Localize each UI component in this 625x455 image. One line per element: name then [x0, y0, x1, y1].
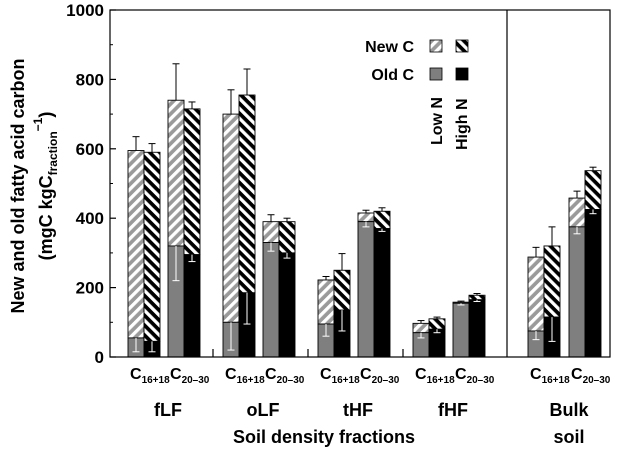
- y-tick-labels: 0 200 400 600 800 1000: [66, 1, 104, 367]
- bar-new-c-bulk-soil-c16-18-low-n: [527, 256, 545, 332]
- bar-new-c-olf-c16-18-high-n: [238, 94, 256, 294]
- category-main: C: [530, 366, 542, 383]
- bar-old-c-fhf-c20-30-low-n: [452, 302, 470, 358]
- legend-new-c-low-swatch: [429, 39, 443, 53]
- bar-old-c-fhf-c16-18-high-n: [428, 328, 446, 358]
- bar-new-c-flf-c20-30-high-n: [183, 108, 201, 256]
- legend-new-c-high-swatch: [455, 39, 469, 53]
- bar-new-c-thf-c16-18-high-n: [333, 269, 351, 311]
- units-prefix: (mgC kgC: [36, 175, 56, 260]
- group-label-thf: tHF: [343, 400, 373, 420]
- bar-new-c-fhf-c16-18-low-n: [412, 322, 430, 334]
- x-category-label: C16+18: [320, 366, 360, 386]
- category-subscript: 16+18: [142, 375, 171, 386]
- x-category-label: C20–30: [571, 366, 611, 386]
- category-main: C: [225, 366, 237, 383]
- legend-old-c-low-swatch: [429, 67, 443, 81]
- category-main: C: [415, 366, 427, 383]
- y-tick-label-1000: 1000: [66, 1, 104, 20]
- legend-low-n-label: Low N: [429, 97, 446, 145]
- bar-new-c-flf-c16-18-low-n: [127, 150, 145, 339]
- category-main: C: [360, 366, 372, 383]
- bar-new-c-thf-c20-30-low-n: [357, 212, 375, 223]
- x-category-labels: C16+18 C20–30 C16+18 C20–30 C16+18 C20–30 C16+…: [130, 366, 611, 447]
- category-main: C: [130, 366, 142, 383]
- category-subscript: 16+18: [542, 375, 571, 386]
- bar-new-c-flf-c16-18-high-n: [143, 151, 161, 342]
- x-category-label: C16+18: [530, 366, 570, 386]
- legend-old-c-label: Old C: [371, 67, 414, 84]
- group-label-line2: soil: [553, 427, 584, 447]
- bar-old-c-thf-c20-30-low-n: [357, 221, 375, 358]
- group-label-bulk: Bulk: [549, 400, 589, 420]
- y-tick-label-800: 800: [76, 70, 104, 89]
- bar-new-c-bulk-soil-c20-30-high-n: [584, 170, 602, 210]
- y-tick-label-600: 600: [76, 140, 104, 159]
- bar-new-c-thf-c20-30-high-n: [373, 210, 391, 230]
- y-tick-label-0: 0: [95, 348, 104, 367]
- category-main: C: [320, 366, 332, 383]
- bar-old-c-thf-c20-30-high-n: [373, 228, 391, 358]
- bar-new-c-fhf-c20-30-high-n: [468, 294, 486, 301]
- bar-new-c-thf-c16-18-low-n: [317, 279, 335, 325]
- x-category-label: C16+18: [130, 366, 170, 386]
- legend-old-c-high-swatch: [455, 67, 469, 81]
- bars-layer: [127, 94, 602, 358]
- bar-old-c-bulk-soil-c20-30-high-n: [584, 209, 602, 358]
- bar-new-c-olf-c20-30-low-n: [262, 221, 280, 243]
- category-subscript: 20–30: [583, 375, 611, 386]
- x-category-label: C20–30: [265, 366, 305, 386]
- category-subscript: 20–30: [467, 375, 495, 386]
- category-subscript: 20–30: [372, 375, 400, 386]
- x-category-label: C20–30: [455, 366, 495, 386]
- x-category-label: C20–30: [170, 366, 210, 386]
- x-category-label: C20–30: [360, 366, 400, 386]
- category-main: C: [455, 366, 467, 383]
- group-label-flf: fLF: [154, 400, 182, 420]
- category-main: C: [170, 366, 182, 383]
- y-tick-label-400: 400: [76, 209, 104, 228]
- legend-high-n-label: High N: [454, 98, 471, 150]
- category-subscript: 16+18: [427, 375, 456, 386]
- category-main: C: [265, 366, 277, 383]
- category-subscript: 20–30: [277, 375, 305, 386]
- y-axis-label: New and old fatty acid carbon: [8, 58, 28, 313]
- bar-old-c-flf-c20-30-high-n: [183, 254, 201, 358]
- bar-new-c-bulk-soil-c16-18-high-n: [543, 245, 561, 318]
- bar-new-c-olf-c20-30-high-n: [278, 221, 296, 254]
- units-suffix: ): [36, 112, 56, 118]
- category-subscript: 16+18: [237, 375, 266, 386]
- bar-old-c-bulk-soil-c20-30-low-n: [568, 226, 586, 358]
- category-main: C: [571, 366, 583, 383]
- group-label-olf: oLF: [247, 400, 280, 420]
- bar-old-c-olf-c20-30-high-n: [278, 252, 296, 358]
- bar-new-c-fhf-c16-18-high-n: [428, 318, 446, 330]
- group-label-fhf: fHF: [438, 400, 468, 420]
- category-subscript: 20–30: [182, 375, 210, 386]
- legend: New C Old C Low N High N: [365, 39, 471, 150]
- units-superscript: −1: [31, 117, 45, 131]
- y-axis-label-units: (mgC kgCfraction−1): [31, 112, 60, 261]
- bar-new-c-olf-c16-18-low-n: [222, 113, 240, 323]
- bar-old-c-olf-c20-30-low-n: [262, 242, 280, 358]
- error-bars-layer: [132, 63, 597, 353]
- bar-new-c-flf-c20-30-low-n: [167, 99, 185, 247]
- units-subscript: fraction: [46, 131, 60, 175]
- legend-new-c-label: New C: [365, 39, 414, 56]
- x-category-label: C16+18: [415, 366, 455, 386]
- category-subscript: 16+18: [332, 375, 361, 386]
- x-axis-label: Soil density fractions: [233, 427, 415, 447]
- bar-new-c-bulk-soil-c20-30-low-n: [568, 197, 586, 228]
- axes-layer: [109, 9, 611, 358]
- x-category-label: C16+18: [225, 366, 265, 386]
- y-tick-label-200: 200: [76, 279, 104, 298]
- bar-old-c-fhf-c20-30-high-n: [468, 299, 486, 358]
